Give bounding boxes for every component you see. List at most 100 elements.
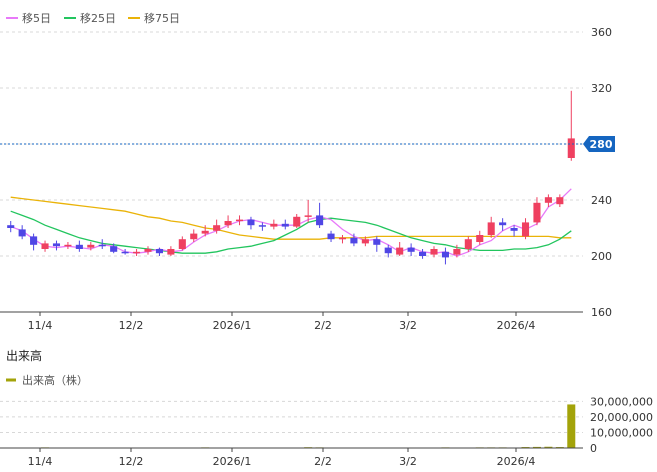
x-tick-label: 2026/4: [497, 319, 536, 332]
candle-body: [327, 233, 335, 240]
moving-average-lines: [10, 188, 572, 257]
legend-label: 移75日: [144, 12, 180, 25]
legend-label: 移5日: [22, 12, 51, 25]
x-tick-label: 11/4: [28, 455, 53, 468]
candle: [350, 233, 358, 247]
candle-body: [556, 197, 564, 205]
candle: [190, 229, 198, 242]
candle: [464, 236, 472, 252]
candle: [499, 218, 507, 231]
candle-body: [213, 225, 221, 231]
candle-body: [270, 223, 278, 227]
volume-grid: [0, 400, 583, 433]
candle-body: [430, 249, 438, 255]
candle: [87, 242, 95, 251]
price-grid: [0, 31, 583, 257]
candle: [7, 221, 15, 233]
candle-body: [235, 219, 244, 222]
volume-axis: 30,000,000 20,000,000 10,000,000 0: [0, 395, 653, 455]
candle: [18, 225, 26, 240]
candle-body: [453, 249, 461, 255]
candle-body: [98, 244, 106, 247]
volume-title: 出来高: [6, 348, 42, 363]
candle: [521, 218, 530, 240]
candle-body: [499, 222, 507, 226]
candle: [110, 243, 118, 254]
x-tick-label: 3/2: [399, 455, 417, 468]
candle: [98, 239, 106, 249]
candle-body: [304, 215, 312, 217]
candle: [41, 240, 49, 252]
x-tick-label: 12/2: [119, 319, 144, 332]
x-tick-label: 12/2: [119, 455, 144, 468]
candle-body: [373, 239, 381, 245]
candle: [30, 233, 38, 251]
candle: [487, 216, 495, 238]
candle: [316, 202, 324, 228]
candle: [327, 230, 335, 242]
candle-body: [201, 230, 209, 234]
candle: [453, 244, 461, 258]
candle-body: [510, 228, 518, 231]
candle-body: [190, 233, 198, 240]
volume-bar: [567, 404, 576, 448]
volume-bar: [532, 446, 541, 448]
candle: [373, 236, 381, 252]
candle-body: [419, 251, 427, 256]
volume-bars: [6, 404, 576, 449]
volume-legend: 出来高（株）: [6, 373, 88, 387]
volume-x-axis: 11/4 12/2 2026/1 2/2 3/2 2026/4: [28, 448, 535, 468]
candle-body: [293, 216, 301, 227]
candle: [201, 225, 209, 237]
legend-label: 移25日: [80, 12, 116, 25]
candle: [476, 230, 484, 245]
volume-legend-label: 出来高（株）: [22, 373, 88, 387]
candle-body: [87, 244, 95, 248]
candle: [258, 222, 266, 231]
candle: [178, 236, 186, 251]
x-tick-label: 2026/1: [213, 319, 252, 332]
candle-body: [544, 197, 552, 203]
candle-body: [178, 239, 186, 249]
x-tick-label: 2/2: [314, 455, 332, 468]
current-price-line: 280: [0, 136, 615, 152]
x-tick-label: 11/4: [28, 319, 53, 332]
candle-body: [476, 235, 484, 242]
ma-legend: 移5日 移25日 移75日: [6, 12, 180, 25]
candle: [361, 236, 369, 247]
candle-body: [52, 243, 61, 247]
candle-body: [121, 251, 129, 254]
candle: [533, 197, 541, 226]
candle: [52, 240, 61, 251]
candle-body: [30, 236, 38, 245]
candle: [441, 247, 449, 265]
candle-body: [155, 249, 163, 254]
candle-body: [316, 215, 324, 226]
candle-body: [224, 221, 232, 226]
candle: [155, 247, 163, 256]
candle: [64, 242, 72, 249]
candle: [144, 246, 152, 255]
candle: [338, 235, 347, 244]
candle-body: [64, 244, 72, 247]
price-tick-label: 320: [591, 82, 612, 95]
candle-body: [110, 246, 118, 252]
candle-body: [533, 202, 541, 223]
candle-body: [521, 222, 530, 237]
candle-body: [407, 247, 415, 252]
candle: [121, 249, 129, 255]
candle-body: [361, 239, 369, 244]
candle-body: [167, 249, 175, 255]
candle-body: [338, 237, 347, 240]
price-axis: 360 320 280 240 200 160: [0, 26, 612, 319]
price-x-axis: 11/4 12/2 2026/1 2/2 3/2 2026/4: [28, 312, 536, 332]
candle-body: [396, 247, 404, 255]
candle: [567, 90, 575, 161]
candle: [510, 225, 518, 237]
volume-tick-label: 20,000,000: [590, 411, 653, 424]
candle-body: [464, 239, 472, 249]
candle: [304, 200, 312, 223]
candle-body: [75, 244, 83, 249]
x-tick-label: 2026/1: [213, 455, 252, 468]
